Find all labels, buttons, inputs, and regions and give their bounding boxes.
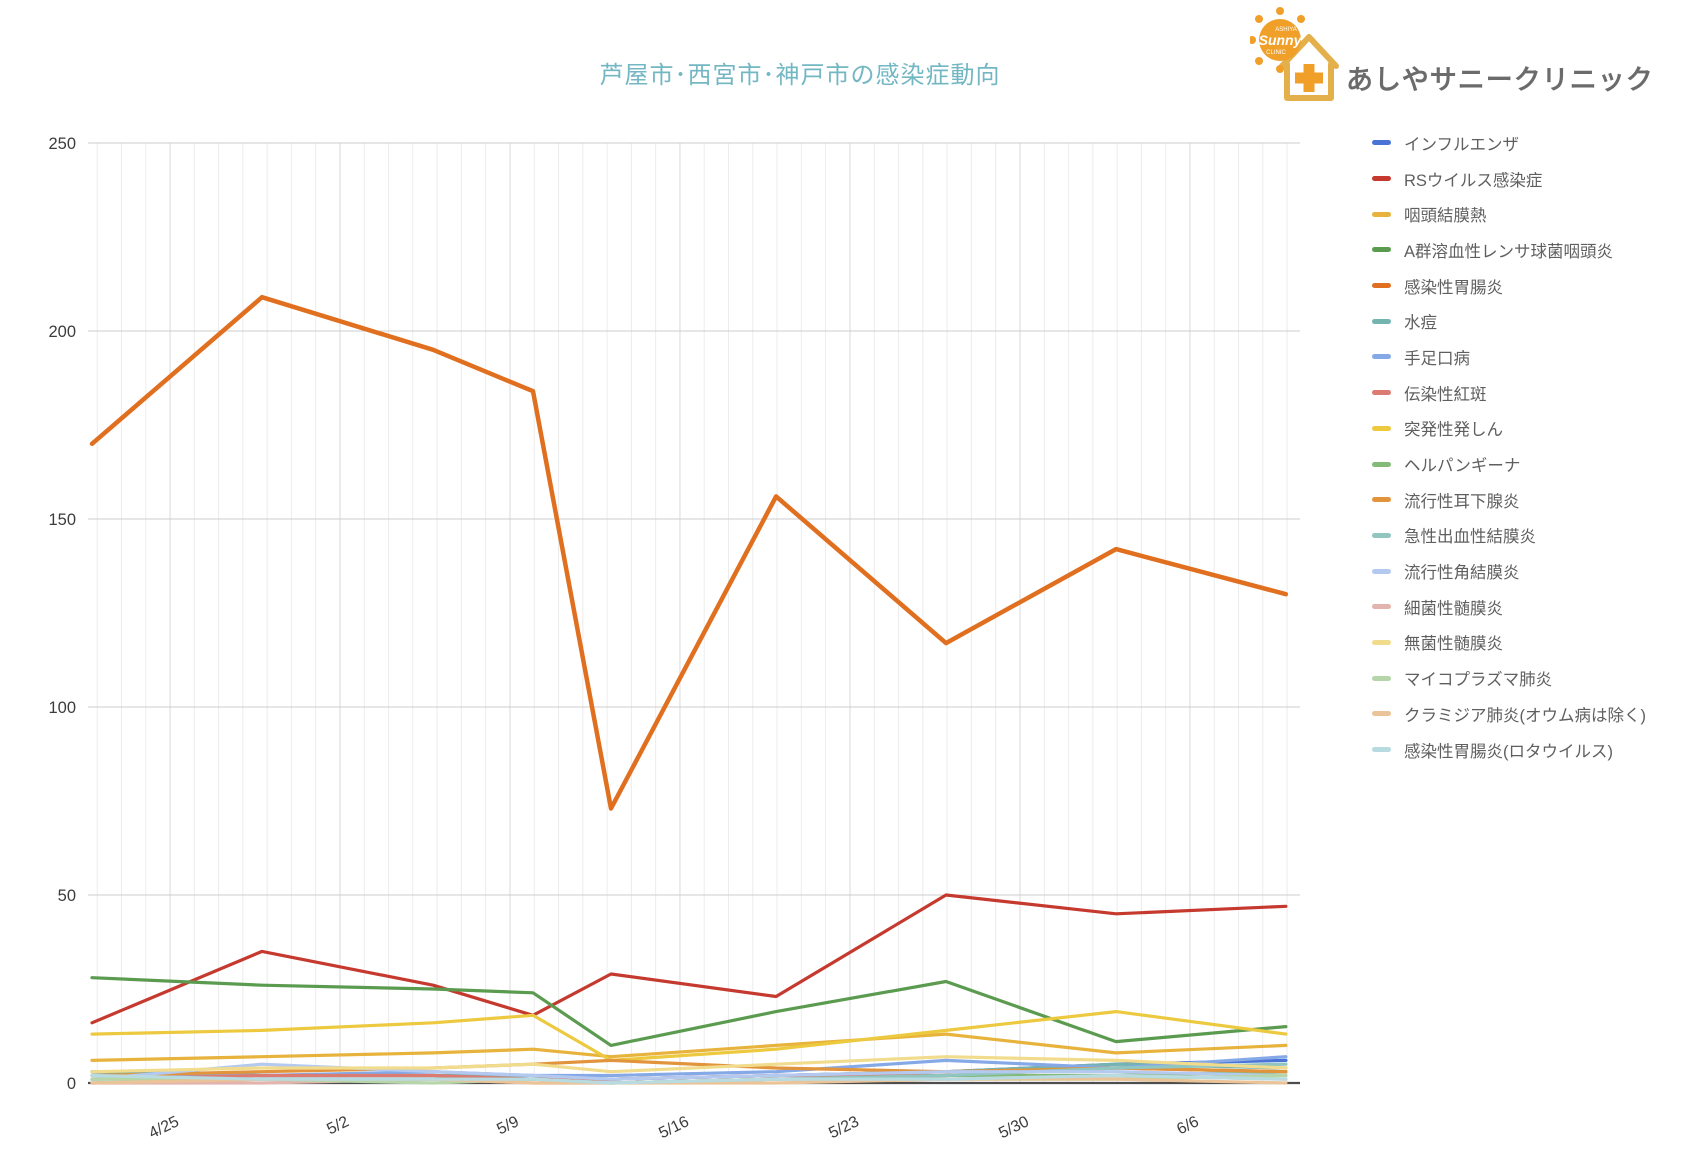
- x-axis-tick-label: 5/23: [826, 1113, 862, 1142]
- y-axis-tick-label: 50: [58, 887, 76, 905]
- legend-swatch-icon: [1372, 247, 1391, 253]
- legend-swatch-icon: [1372, 176, 1391, 182]
- legend-swatch-icon: [1372, 639, 1391, 645]
- legend-label: インフルエンザ: [1404, 135, 1520, 154]
- legend-label: マイコプラズマ肺炎: [1404, 671, 1553, 690]
- legend-swatch-icon: [1372, 354, 1391, 360]
- y-axis-tick-label: 0: [67, 1075, 76, 1093]
- x-axis-tick-label: 5/2: [324, 1113, 352, 1138]
- legend-label: A群溶血性レンサ球菌咽頭炎: [1404, 242, 1614, 261]
- legend-label: 細菌性髄膜炎: [1404, 599, 1503, 618]
- y-axis-tick-label: 200: [48, 323, 76, 341]
- x-axis-tick-label: 6/6: [1174, 1113, 1202, 1138]
- legend-label: 水痘: [1404, 314, 1437, 333]
- chart-legend: インフルエンザ RSウイルス感染症 咽頭結膜熱 A群溶血性レンサ球菌咽頭炎 感染性胃腸炎…: [1372, 125, 1646, 767]
- legend-label: 伝染性紅斑: [1404, 385, 1487, 404]
- legend-item-15: マイコプラズマ肺炎: [1372, 660, 1646, 696]
- legend-item-6: 手足口病: [1372, 339, 1646, 375]
- legend-swatch-icon: [1372, 425, 1391, 431]
- legend-item-12: 流行性角結膜炎: [1372, 553, 1646, 589]
- legend-label: 突発性発しん: [1404, 421, 1503, 440]
- legend-item-8: 突発性発しん: [1372, 411, 1646, 447]
- logo-sun-bottom-text: CLINIC: [1266, 50, 1286, 56]
- chart-title: 芦屋市･西宮市･神戸市の感染症動向: [599, 62, 1001, 89]
- legend-swatch-icon: [1372, 461, 1391, 467]
- y-axis-tick-label: 250: [48, 135, 76, 153]
- series-line-咽頭結膜熱: [90, 1032, 1288, 1063]
- legend-label: RSウイルス感染症: [1404, 171, 1543, 190]
- sun-icon: ASHIYA Sunny CLINIC: [1250, 7, 1305, 73]
- legend-swatch-icon: [1372, 283, 1391, 289]
- legend-swatch-icon: [1372, 211, 1391, 217]
- cross-icon: [1295, 64, 1323, 92]
- legend-item-14: 無菌性髄膜炎: [1372, 625, 1646, 661]
- legend-swatch-icon: [1372, 568, 1391, 574]
- series-line-RSウイルス感染症: [90, 893, 1288, 1025]
- clinic-name: あしやサニークリニック: [1346, 64, 1654, 95]
- legend-swatch-icon: [1372, 532, 1391, 538]
- x-axis-tick-label: 4/25: [146, 1113, 182, 1142]
- legend-item-2: 咽頭結膜熱: [1372, 196, 1646, 232]
- legend-label: 手足口病: [1404, 349, 1470, 368]
- legend-swatch-icon: [1372, 747, 1391, 753]
- x-axis-tick-label: 5/30: [996, 1113, 1032, 1142]
- x-axis-tick-label: 5/16: [656, 1113, 692, 1142]
- legend-label: クラミジア肺炎(オウム病は除く): [1404, 706, 1646, 725]
- logo-sun-top-text: ASHIYA: [1275, 27, 1297, 33]
- series-line-感染性胃腸炎: [89, 294, 1289, 811]
- logo-sun-word: Sunny: [1259, 32, 1303, 48]
- legend-item-0: インフルエンザ: [1372, 125, 1646, 161]
- legend-item-5: 水痘: [1372, 303, 1646, 339]
- x-axis-tick-label: 5/9: [494, 1113, 522, 1138]
- legend-swatch-icon: [1372, 675, 1391, 681]
- legend-label: 感染性胃腸炎(ロタウイルス): [1404, 742, 1613, 761]
- series-line-感染性胃腸炎(ロタウイルス): [90, 1073, 1288, 1085]
- clinic-logo: ASHIYA Sunny CLINIC あしやサニークリニック: [1250, 4, 1654, 108]
- legend-label: 流行性角結膜炎: [1404, 564, 1520, 583]
- legend-item-7: 伝染性紅斑: [1372, 375, 1646, 411]
- legend-item-3: A群溶血性レンサ球菌咽頭炎: [1372, 232, 1646, 268]
- legend-label: 感染性胃腸炎: [1404, 278, 1503, 297]
- legend-swatch-icon: [1372, 711, 1391, 717]
- legend-swatch-icon: [1372, 140, 1391, 146]
- legend-item-16: クラミジア肺炎(オウム病は除く): [1372, 696, 1646, 732]
- legend-item-13: 細菌性髄膜炎: [1372, 589, 1646, 625]
- legend-label: 咽頭結膜熱: [1404, 207, 1487, 226]
- series-line-無菌性髄膜炎: [90, 1055, 1288, 1074]
- legend-label: 流行性耳下腺炎: [1404, 492, 1520, 511]
- clinic-logo-icon: ASHIYA Sunny CLINIC: [1250, 7, 1339, 101]
- legend-item-9: ヘルパンギーナ: [1372, 446, 1646, 482]
- legend-item-1: RSウイルス感染症: [1372, 161, 1646, 197]
- legend-item-10: 流行性耳下腺炎: [1372, 482, 1646, 518]
- legend-item-11: 急性出血性結膜炎: [1372, 518, 1646, 554]
- series-line-A群溶血性レンサ球菌咽頭炎: [90, 976, 1288, 1048]
- legend-label: 無菌性髄膜炎: [1404, 635, 1503, 654]
- legend-item-17: 感染性胃腸炎(ロタウイルス): [1372, 732, 1646, 768]
- legend-label: ヘルパンギーナ: [1404, 457, 1521, 476]
- legend-swatch-icon: [1372, 318, 1391, 324]
- y-axis-tick-label: 100: [48, 699, 76, 717]
- legend-swatch-icon: [1372, 604, 1391, 610]
- legend-label: 急性出血性結膜炎: [1404, 528, 1536, 547]
- legend-swatch-icon: [1372, 390, 1391, 396]
- legend-swatch-icon: [1372, 497, 1391, 503]
- y-axis-tick-label: 150: [48, 511, 76, 529]
- legend-item-4: 感染性胃腸炎: [1372, 268, 1646, 304]
